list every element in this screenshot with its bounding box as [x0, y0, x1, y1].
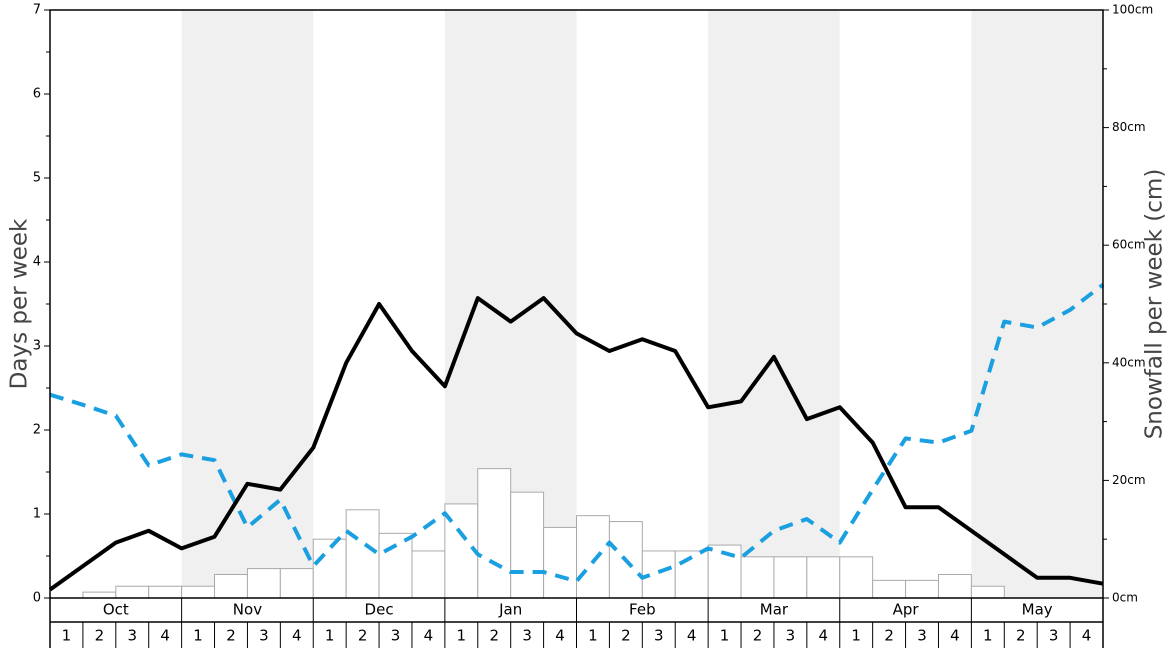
week-label: 2 — [621, 627, 631, 645]
week-label: 3 — [654, 627, 664, 645]
month-label-oct: Oct — [103, 601, 129, 619]
snowfall-bar — [839, 556, 874, 599]
snowfall-bar — [148, 585, 183, 599]
month-shading — [181, 10, 1103, 598]
snowfall-bar — [905, 579, 939, 599]
left-axis: 0 1 2 3 4 5 6 7 — [33, 3, 50, 606]
dashed-line — [49, 283, 1105, 584]
snowfall-bar — [477, 468, 512, 599]
left-axis-title: Days per week — [7, 218, 33, 389]
week-label: 3 — [1049, 627, 1059, 645]
month-shade-may — [971, 10, 1103, 598]
snowfall-bar — [82, 591, 117, 599]
left-tick-label: 0 — [33, 591, 41, 606]
week-label: 3 — [786, 627, 796, 645]
snowfall-bar — [378, 532, 413, 599]
right-tick-label: 0cm — [1112, 591, 1138, 605]
right-axis: 0cm 20cm 40cm 60cm 80cm 100cm — [1103, 3, 1153, 605]
right-tick-label: 80cm — [1112, 120, 1146, 134]
week-label: 4 — [292, 627, 302, 645]
week-row: 1 2 3 4 1 2 3 4 1 2 3 4 1 2 3 4 1 2 3 4 1 2 3 4 1 2 3 4 1 2 3 4 — [62, 622, 1092, 648]
week-label: 1 — [983, 627, 993, 645]
month-label-feb: Feb — [629, 601, 656, 619]
series-lines — [48, 283, 1105, 592]
snowfall-bar — [740, 556, 775, 599]
week-label: 2 — [95, 627, 105, 645]
week-label: 2 — [753, 627, 763, 645]
week-label: 4 — [1082, 627, 1092, 645]
week-label: 2 — [226, 627, 236, 645]
snowfall-bar — [543, 526, 577, 599]
left-tick-label: 3 — [33, 339, 41, 354]
left-tick-label: 5 — [33, 171, 41, 186]
snowfall-bar — [773, 556, 808, 599]
week-label: 3 — [522, 627, 532, 645]
week-label: 1 — [62, 627, 72, 645]
snowfall-bar — [872, 579, 907, 599]
week-label: 3 — [391, 627, 401, 645]
month-label-apr: Apr — [893, 601, 920, 619]
month-shade-mar — [708, 10, 840, 598]
week-label: 1 — [720, 627, 730, 645]
snowfall-bar — [214, 573, 248, 599]
week-label: 1 — [457, 627, 467, 645]
snowfall-bar — [806, 556, 841, 599]
month-label-dec: Dec — [365, 601, 394, 619]
snowfall-bar — [970, 585, 1005, 599]
week-label: 4 — [424, 627, 434, 645]
week-label: 3 — [917, 627, 927, 645]
left-tick-label: 2 — [33, 423, 41, 438]
left-tick-label: 7 — [33, 3, 41, 18]
week-label: 1 — [325, 627, 335, 645]
week-label: 1 — [193, 627, 203, 645]
snowfall-bar — [279, 568, 314, 599]
month-label-may: May — [1022, 601, 1053, 619]
left-tick-label: 1 — [33, 507, 41, 522]
month-label-nov: Nov — [233, 601, 262, 619]
right-axis-title: Snowfall per week (cm) — [1142, 169, 1168, 440]
snowfall-bar — [510, 491, 545, 599]
snowfall-bar — [937, 573, 972, 599]
week-label: 2 — [1016, 627, 1026, 645]
week-label: 1 — [588, 627, 598, 645]
month-shade-nov — [181, 10, 314, 598]
right-tick-label: 20cm — [1112, 473, 1146, 487]
snowfall-bar — [181, 585, 216, 599]
right-tick-label: 40cm — [1112, 355, 1146, 369]
week-label: 2 — [884, 627, 894, 645]
week-label: 2 — [358, 627, 368, 645]
week-label: 4 — [950, 627, 960, 645]
snowfall-bar — [312, 538, 347, 599]
snowfall-bar — [576, 515, 610, 599]
snowfall-bar — [246, 568, 281, 599]
month-label-mar: Mar — [760, 601, 789, 619]
month-label-jan: Jan — [498, 601, 522, 619]
right-tick-label: 100cm — [1112, 3, 1153, 17]
week-label: 4 — [687, 627, 697, 645]
left-tick-label: 6 — [33, 87, 41, 102]
snowfall-bar — [411, 550, 446, 599]
week-label: 2 — [489, 627, 499, 645]
week-label: 3 — [127, 627, 137, 645]
right-tick-label: 60cm — [1112, 238, 1146, 252]
week-label: 1 — [851, 627, 861, 645]
week-label: 4 — [555, 627, 565, 645]
week-label: 4 — [819, 627, 829, 645]
week-label: 3 — [259, 627, 269, 645]
left-tick-label: 4 — [33, 255, 41, 270]
week-label: 4 — [160, 627, 170, 645]
snowfall-bar — [345, 509, 380, 599]
snowfall-bar — [115, 585, 150, 599]
solid-line — [48, 296, 1104, 592]
